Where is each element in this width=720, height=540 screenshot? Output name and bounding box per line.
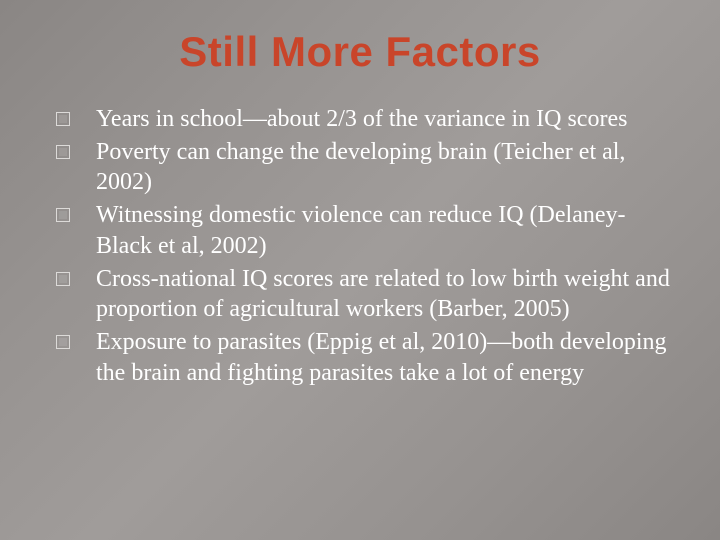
bullet-text: Poverty can change the developing brain …: [96, 137, 672, 198]
list-item: Exposure to parasites (Eppig et al, 2010…: [56, 327, 672, 388]
bullet-text: Exposure to parasites (Eppig et al, 2010…: [96, 327, 672, 388]
square-bullet-icon: [56, 208, 70, 222]
bullet-text: Witnessing domestic violence can reduce …: [96, 200, 672, 261]
slide-title: Still More Factors: [48, 28, 672, 76]
bullet-text: Cross-national IQ scores are related to …: [96, 264, 672, 325]
bullet-text: Years in school—about 2/3 of the varianc…: [96, 104, 672, 135]
slide-container: Still More Factors Years in school—about…: [0, 0, 720, 540]
list-item: Poverty can change the developing brain …: [56, 137, 672, 198]
list-item: Years in school—about 2/3 of the varianc…: [56, 104, 672, 135]
square-bullet-icon: [56, 272, 70, 286]
list-item: Cross-national IQ scores are related to …: [56, 264, 672, 325]
square-bullet-icon: [56, 145, 70, 159]
square-bullet-icon: [56, 112, 70, 126]
bullet-list: Years in school—about 2/3 of the varianc…: [48, 104, 672, 390]
square-bullet-icon: [56, 335, 70, 349]
list-item: Witnessing domestic violence can reduce …: [56, 200, 672, 261]
